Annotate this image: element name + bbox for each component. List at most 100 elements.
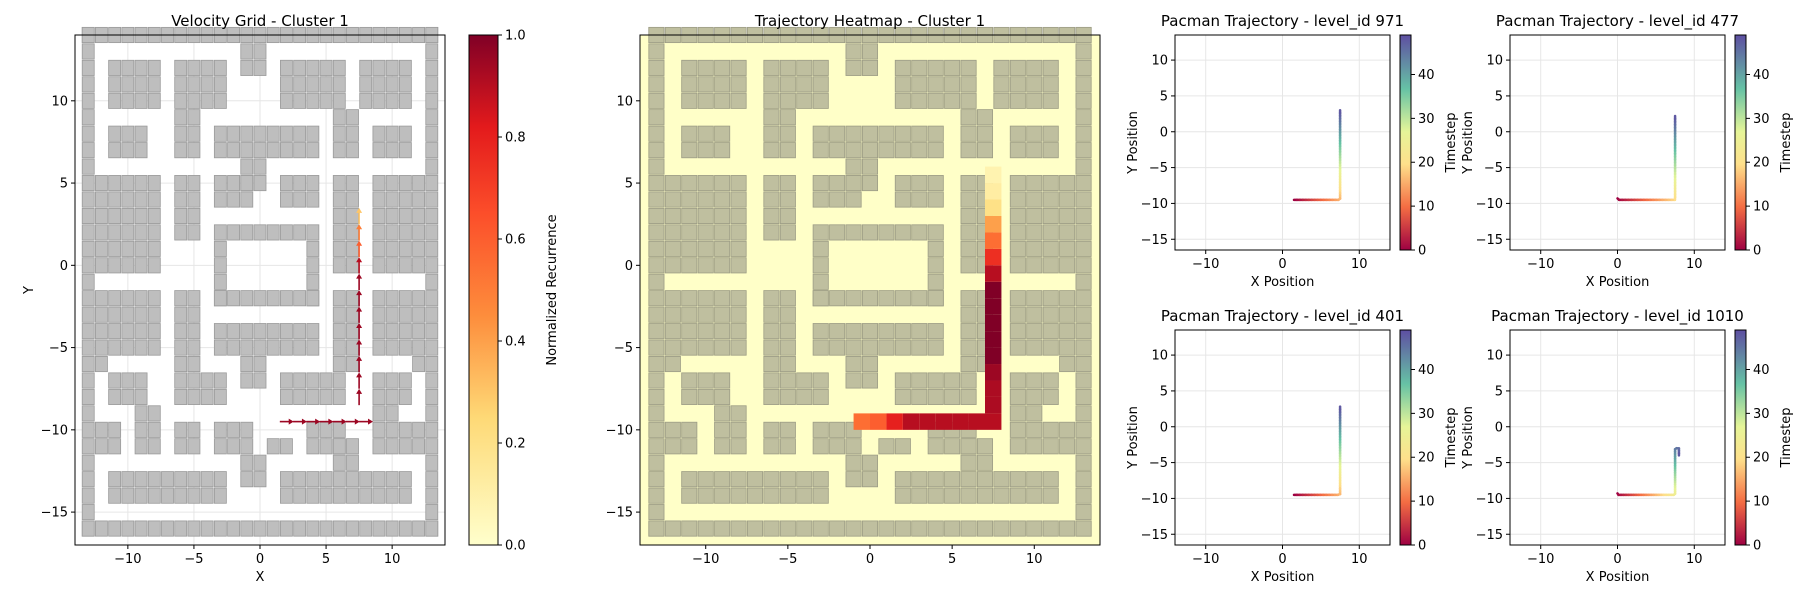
- maze-wall-cell: [780, 340, 795, 355]
- maze-wall-cell: [698, 192, 713, 207]
- maze-wall-cell: [135, 521, 147, 536]
- maze-wall-cell: [912, 472, 927, 487]
- maze-wall-cell: [294, 373, 306, 388]
- colorbar-tick-label: 40: [1753, 68, 1770, 83]
- maze-wall-cell: [280, 521, 292, 536]
- maze-wall-cell: [346, 126, 358, 141]
- maze-wall-cell: [333, 225, 345, 240]
- maze-wall-cell: [307, 192, 319, 207]
- maze-wall-cell: [386, 472, 398, 487]
- y-tick-label: −15: [41, 506, 68, 521]
- maze-wall-cell: [813, 488, 828, 503]
- maze-wall-cell: [682, 488, 697, 503]
- maze-wall-cell: [731, 192, 746, 207]
- maze-wall-cell: [386, 77, 398, 92]
- maze-wall-cell: [1076, 455, 1091, 470]
- maze-wall-cell: [280, 77, 292, 92]
- maze-wall-cell: [135, 291, 147, 306]
- maze-wall-cell: [413, 307, 425, 322]
- maze-wall-cell: [961, 291, 976, 306]
- maze-wall-cell: [399, 521, 411, 536]
- y-tick-label: −15: [1476, 528, 1503, 543]
- maze-wall-cell: [961, 389, 976, 404]
- maze-wall-cell: [1076, 356, 1091, 371]
- maze-wall-cell: [109, 472, 121, 487]
- maze-wall-cell: [649, 291, 664, 306]
- maze-wall-cell: [846, 439, 861, 454]
- maze-wall-cell: [188, 373, 200, 388]
- maze-wall-cell: [135, 192, 147, 207]
- maze-wall-cell: [267, 143, 279, 158]
- maze-wall-cell: [945, 373, 960, 388]
- maze-wall-cell: [1060, 307, 1075, 322]
- maze-wall-cell: [1076, 110, 1091, 125]
- maze-wall-cell: [109, 77, 121, 92]
- maze-wall-cell: [797, 521, 812, 536]
- maze-wall-cell: [399, 291, 411, 306]
- heatmap-cell: [854, 413, 870, 429]
- chart-title: Pacman Trajectory - level_id 971: [1161, 12, 1404, 31]
- maze-wall-cell: [813, 324, 828, 339]
- maze-wall-cell: [426, 324, 438, 339]
- maze-wall-cell: [413, 258, 425, 273]
- maze-wall-cell: [1027, 422, 1042, 437]
- maze-wall-cell: [813, 521, 828, 536]
- maze-wall-cell: [254, 143, 266, 158]
- maze-wall-cell: [175, 60, 187, 75]
- maze-wall-cell: [214, 472, 226, 487]
- maze-wall-cell: [307, 291, 319, 306]
- maze-wall-cell: [109, 225, 121, 240]
- maze-wall-cell: [1043, 93, 1058, 108]
- maze-wall-cell: [188, 488, 200, 503]
- maze-wall-cell: [895, 439, 910, 454]
- maze-wall-cell: [95, 307, 107, 322]
- maze-wall-cell: [715, 143, 730, 158]
- maze-wall-cell: [135, 93, 147, 108]
- maze-wall-cell: [813, 143, 828, 158]
- maze-wall-cell: [649, 274, 664, 289]
- maze-wall-cell: [280, 143, 292, 158]
- maze-wall-cell: [254, 126, 266, 141]
- maze-wall-cell: [346, 110, 358, 125]
- maze-wall-cell: [386, 291, 398, 306]
- maze-wall-cell: [307, 422, 319, 437]
- maze-wall-cell: [214, 439, 226, 454]
- maze-wall-cell: [912, 340, 927, 355]
- maze-wall-cell: [386, 324, 398, 339]
- y-tick-label: 0: [1495, 420, 1503, 435]
- maze-wall-cell: [122, 324, 134, 339]
- maze-wall-cell: [895, 291, 910, 306]
- maze-wall-cell: [649, 159, 664, 174]
- maze-wall-cell: [109, 291, 121, 306]
- maze-wall-cell: [135, 258, 147, 273]
- maze-wall-cell: [333, 472, 345, 487]
- maze-wall-cell: [333, 93, 345, 108]
- maze-wall-cell: [780, 60, 795, 75]
- maze-wall-cell: [977, 110, 992, 125]
- maze-wall-cell: [214, 225, 226, 240]
- maze-wall-cell: [399, 307, 411, 322]
- maze-wall-cell: [228, 521, 240, 536]
- maze-wall-cell: [386, 241, 398, 256]
- maze-wall-cell: [373, 373, 385, 388]
- maze-wall-cell: [698, 488, 713, 503]
- maze-wall-cell: [698, 241, 713, 256]
- maze-wall-cell: [961, 472, 976, 487]
- maze-wall-cell: [764, 356, 779, 371]
- maze-wall-cell: [961, 258, 976, 273]
- y-tick-label: −10: [1476, 197, 1503, 212]
- maze-wall-cell: [135, 389, 147, 404]
- maze-wall-cell: [188, 143, 200, 158]
- maze-wall-cell: [188, 225, 200, 240]
- maze-wall-cell: [1010, 77, 1025, 92]
- colorbar-tick-label: 1.0: [505, 29, 526, 44]
- maze-wall-cell: [214, 324, 226, 339]
- maze-wall-cell: [280, 472, 292, 487]
- maze-wall-cell: [333, 258, 345, 273]
- maze-wall-cell: [360, 472, 372, 487]
- maze-wall-cell: [333, 488, 345, 503]
- maze-wall-cell: [1010, 324, 1025, 339]
- maze-wall-cell: [731, 77, 746, 92]
- maze-wall-cell: [731, 291, 746, 306]
